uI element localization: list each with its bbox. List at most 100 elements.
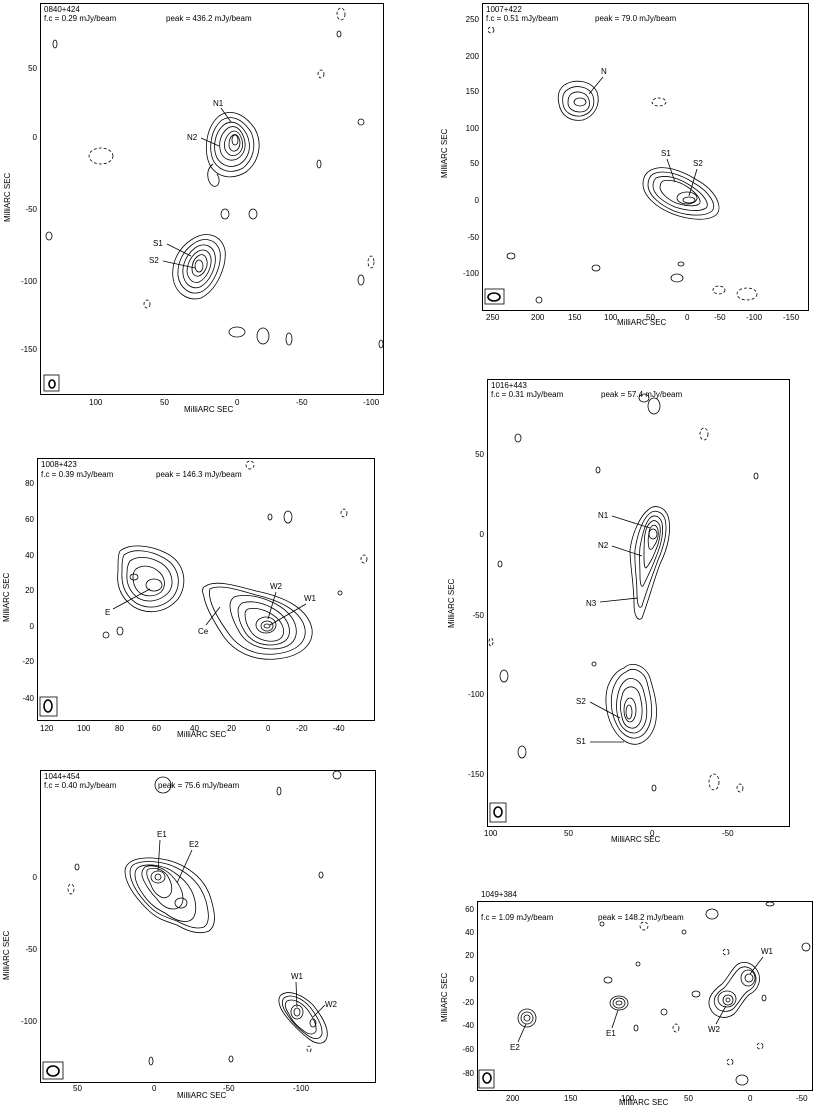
svg-text:N1: N1 xyxy=(213,99,224,108)
svg-text:S2: S2 xyxy=(693,159,703,168)
svg-text:60: 60 xyxy=(152,724,161,733)
svg-text:W1: W1 xyxy=(291,972,304,981)
svg-text:W2: W2 xyxy=(708,1025,721,1034)
contour-map: W1 W2 E1 E2 200 150 100 50 0 -50 60 40 2 xyxy=(462,901,811,1103)
y-ticks: 50 0 -50 -100 -150 xyxy=(21,64,38,354)
source-s-contours xyxy=(642,167,720,220)
source-e1-contours xyxy=(609,995,629,1011)
svg-text:N: N xyxy=(601,67,607,76)
beam-ellipse xyxy=(482,1072,492,1084)
beam-ellipse xyxy=(48,379,56,389)
svg-text:200: 200 xyxy=(531,313,545,322)
svg-text:0: 0 xyxy=(266,724,271,733)
plot-frame: 0840+424 f.c = 0.29 mJy/beam peak = 436.… xyxy=(21,3,384,407)
svg-text:-40: -40 xyxy=(462,1021,474,1030)
source-s-contours xyxy=(172,234,226,300)
contour-map: N S1 S2 250 200 150 100 50 0 -50 -100 -1… xyxy=(463,15,800,322)
svg-text:-20: -20 xyxy=(22,657,34,666)
x-ticks: 100 50 0 -50 xyxy=(484,829,734,838)
svg-text:50: 50 xyxy=(470,159,479,168)
source-s-contours xyxy=(605,664,657,745)
y-axis-label: MilliARC SEC xyxy=(447,578,456,628)
svg-text:W1: W1 xyxy=(761,947,774,956)
svg-text:40: 40 xyxy=(190,724,199,733)
svg-text:0: 0 xyxy=(480,530,485,539)
y-ticks: 0 -50 -100 xyxy=(21,873,38,1026)
svg-text:0: 0 xyxy=(33,873,38,882)
svg-text:20: 20 xyxy=(25,586,34,595)
y-axis-label: MilliARC SEC xyxy=(2,930,11,980)
component-labels: W1 W2 E1 E2 xyxy=(510,947,774,1052)
svg-text:-50: -50 xyxy=(467,233,479,242)
svg-text:100: 100 xyxy=(484,829,498,838)
svg-text:50: 50 xyxy=(564,829,573,838)
y-axis-label: MilliARC SEC xyxy=(3,172,12,222)
contour-map: E Ce W2 W1 120 100 80 60 40 20 0 -20 -40 xyxy=(22,460,368,733)
x-axis-label: MilliARC SEC xyxy=(177,1091,227,1100)
svg-text:120: 120 xyxy=(40,724,54,733)
beam-box xyxy=(42,1061,64,1080)
x-axis-label: MilliARC SEC xyxy=(184,405,234,414)
svg-text:0: 0 xyxy=(685,313,690,322)
svg-text:E1: E1 xyxy=(606,1029,616,1038)
source-w-contours xyxy=(202,582,313,660)
svg-text:-80: -80 xyxy=(462,1069,474,1078)
svg-text:N2: N2 xyxy=(598,541,609,550)
svg-text:N1: N1 xyxy=(598,511,609,520)
y-ticks: 60 40 20 0 -20 -40 -60 -80 xyxy=(462,905,474,1078)
first-contour: f.c = 0.40 mJy/beam xyxy=(44,781,117,790)
plot-frame: 1049+384 f.c = 1.09 mJy/beam peak = 148.… xyxy=(462,890,813,1103)
y-ticks: 80 60 40 20 0 -20 -40 xyxy=(22,479,34,703)
noise-contours xyxy=(599,901,811,1086)
x-axis-label: MilliARC SEC xyxy=(611,835,661,844)
svg-text:150: 150 xyxy=(568,313,582,322)
svg-text:0: 0 xyxy=(152,1084,157,1093)
svg-text:W1: W1 xyxy=(304,594,317,603)
peak-flux: peak = 75.6 mJy/beam xyxy=(158,781,240,790)
source-n-contours xyxy=(629,506,670,620)
y-axis-label: MilliARC SEC xyxy=(2,572,11,622)
peak-flux: peak = 79.0 mJy/beam xyxy=(595,14,677,23)
svg-text:-50: -50 xyxy=(722,829,734,838)
svg-text:80: 80 xyxy=(115,724,124,733)
source-name: 1049+384 xyxy=(481,890,517,899)
first-contour: f.c = 0.31 mJy/beam xyxy=(491,390,564,399)
svg-text:E2: E2 xyxy=(510,1043,520,1052)
svg-text:W2: W2 xyxy=(325,1000,338,1009)
y-ticks: 50 0 -50 -100 -150 xyxy=(468,450,485,779)
x-axis-label: MilliARC SEC xyxy=(177,730,227,739)
svg-text:0: 0 xyxy=(475,196,480,205)
svg-text:-50: -50 xyxy=(296,398,308,407)
source-name: 1008+423 xyxy=(41,460,77,469)
svg-text:100: 100 xyxy=(89,398,103,407)
x-ticks: 250 200 150 100 50 0 -50 -100 -150 xyxy=(486,313,800,322)
y-axis-label: MilliARC SEC xyxy=(440,972,449,1022)
beam-box xyxy=(489,802,507,823)
plot-frame: 1044+454 f.c = 0.40 mJy/beam peak = 75.6… xyxy=(21,770,376,1093)
svg-text:60: 60 xyxy=(465,905,474,914)
svg-text:200: 200 xyxy=(466,52,480,61)
svg-text:-50: -50 xyxy=(472,611,484,620)
peak-flux: peak = 436.2 mJy/beam xyxy=(166,14,252,23)
svg-text:50: 50 xyxy=(684,1094,693,1103)
svg-text:150: 150 xyxy=(466,87,480,96)
x-ticks: 100 50 0 -50 -100 xyxy=(89,398,380,407)
svg-text:20: 20 xyxy=(227,724,236,733)
first-contour: f.c = 1.09 mJy/beam xyxy=(481,913,554,922)
svg-text:S1: S1 xyxy=(576,737,586,746)
svg-text:-100: -100 xyxy=(463,269,480,278)
beam-ellipse xyxy=(487,292,501,302)
source-w-contours xyxy=(278,992,328,1044)
svg-text:150: 150 xyxy=(564,1094,578,1103)
svg-text:-100: -100 xyxy=(21,1017,38,1026)
svg-text:-150: -150 xyxy=(21,345,38,354)
svg-text:-40: -40 xyxy=(333,724,345,733)
svg-text:0: 0 xyxy=(235,398,240,407)
y-axis-label: MilliARC SEC xyxy=(440,128,449,178)
first-contour: f.c = 0.51 mJy/beam xyxy=(486,14,559,23)
svg-text:-50: -50 xyxy=(796,1094,808,1103)
svg-text:50: 50 xyxy=(646,313,655,322)
contour-map: N1 N2 N3 S2 S1 100 50 0 -50 50 0 -50 xyxy=(468,393,759,838)
svg-text:S1: S1 xyxy=(153,239,163,248)
svg-text:20: 20 xyxy=(465,951,474,960)
